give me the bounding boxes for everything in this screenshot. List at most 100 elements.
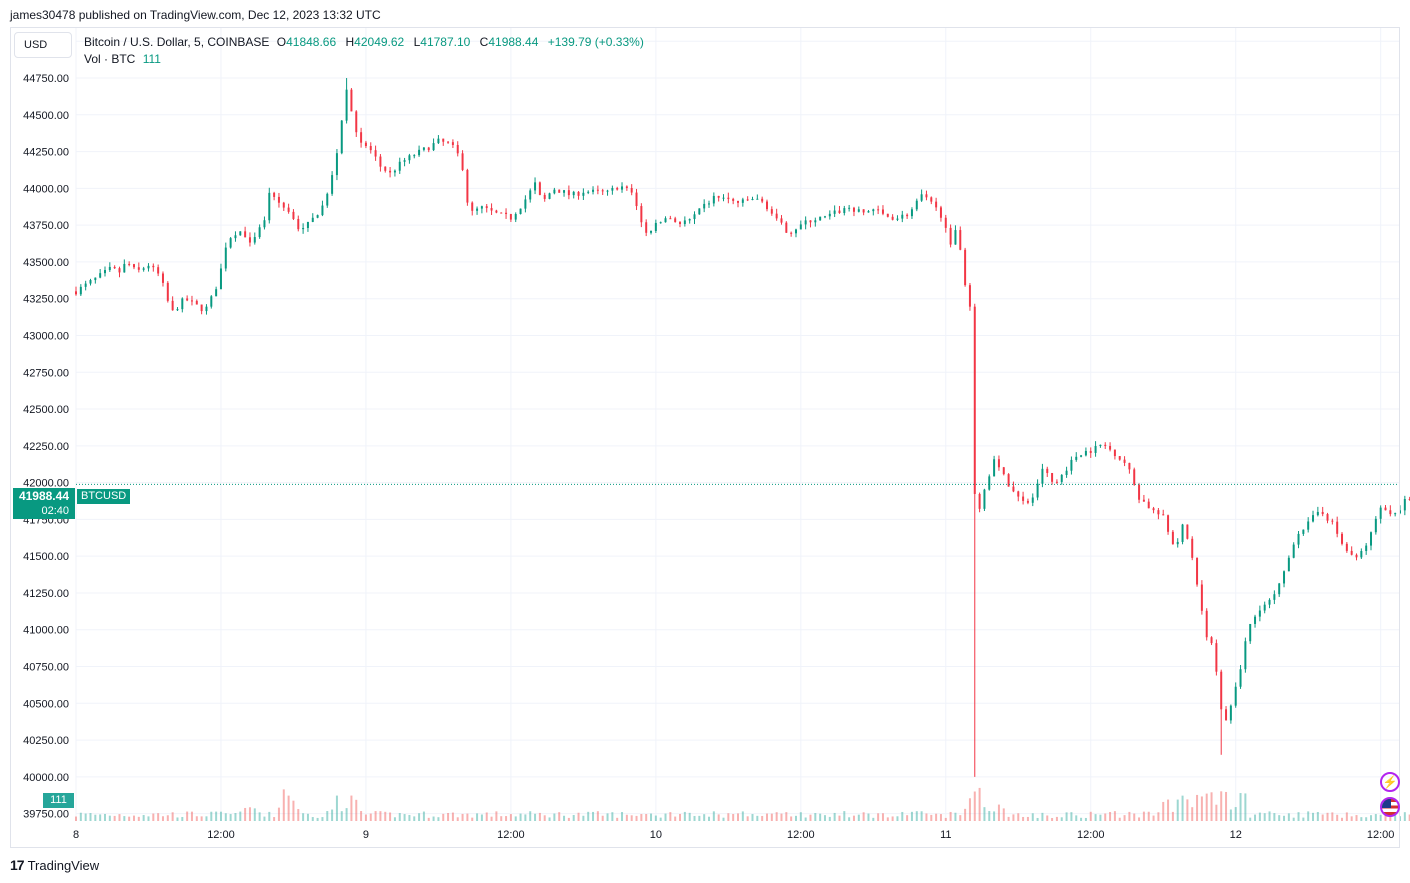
volume-value-tag: 111 bbox=[43, 793, 74, 808]
volume-bar bbox=[814, 813, 817, 821]
candle-body bbox=[1205, 610, 1208, 638]
symbol-name[interactable]: Bitcoin / U.S. Dollar, 5, COINBASE bbox=[84, 35, 270, 49]
volume-bar bbox=[596, 811, 599, 821]
candle-body bbox=[553, 189, 556, 194]
candle-body bbox=[1365, 545, 1368, 552]
candle-body bbox=[195, 300, 198, 305]
volume-bar bbox=[350, 795, 353, 821]
candle-body bbox=[650, 230, 653, 233]
candle-body bbox=[1002, 467, 1005, 475]
candle-body bbox=[703, 203, 706, 209]
candle-body bbox=[983, 489, 986, 509]
candle-body bbox=[505, 212, 508, 215]
y-tick-label: 40250.00 bbox=[23, 735, 69, 747]
candle-body bbox=[534, 182, 537, 191]
volume-bar bbox=[509, 814, 512, 821]
volume-bar bbox=[611, 812, 614, 821]
volume-bar bbox=[780, 813, 783, 821]
candle-body bbox=[727, 197, 730, 199]
candle-body bbox=[485, 206, 488, 209]
candle-body bbox=[548, 193, 551, 199]
candle-body bbox=[1350, 550, 1353, 555]
x-tick-label: 12:00 bbox=[207, 829, 235, 841]
candle-body bbox=[1171, 531, 1174, 545]
candle-body bbox=[1355, 554, 1358, 558]
candle-body bbox=[1331, 520, 1334, 522]
candle-body bbox=[190, 300, 193, 302]
us-flag-icon[interactable] bbox=[1380, 797, 1400, 817]
candle-body bbox=[1007, 474, 1010, 487]
candle-body bbox=[635, 192, 638, 207]
volume-bar bbox=[1084, 817, 1087, 821]
volume-bar bbox=[306, 813, 309, 821]
volume-bar bbox=[1007, 816, 1010, 821]
y-tick-label: 42000.00 bbox=[23, 478, 69, 490]
volume-bar bbox=[1225, 791, 1228, 821]
candle-body bbox=[369, 146, 372, 151]
candle-body bbox=[1181, 524, 1184, 542]
candle-body bbox=[770, 209, 773, 214]
volume-bar bbox=[722, 817, 725, 821]
tradingview-logo[interactable]: 17 TradingView bbox=[10, 857, 99, 873]
candle-body bbox=[785, 222, 788, 233]
candle-body bbox=[606, 190, 609, 192]
y-tick-label: 43250.00 bbox=[23, 294, 69, 306]
candle-body bbox=[1278, 583, 1281, 595]
volume-bar bbox=[195, 816, 198, 821]
lightning-icon[interactable]: ⚡ bbox=[1380, 772, 1400, 792]
candle-body bbox=[1229, 705, 1232, 721]
volume-bar bbox=[437, 817, 440, 821]
candle-body bbox=[360, 132, 363, 143]
volume-bar bbox=[364, 814, 367, 821]
candle-body bbox=[563, 190, 566, 193]
candle-body bbox=[113, 266, 116, 269]
candle-body bbox=[857, 209, 860, 212]
volume-bar bbox=[577, 812, 580, 821]
candle-body bbox=[1200, 584, 1203, 611]
volume-bar bbox=[432, 816, 435, 821]
volume-bar bbox=[157, 813, 160, 821]
candle-body bbox=[1341, 533, 1344, 544]
volume-bar bbox=[1321, 814, 1324, 821]
candle-body bbox=[108, 266, 111, 271]
candle-body bbox=[1384, 507, 1387, 511]
volume-bar bbox=[650, 813, 653, 821]
candle-body bbox=[1302, 529, 1305, 534]
open-label: O bbox=[276, 35, 287, 49]
volume-bar bbox=[592, 811, 595, 821]
candle-body bbox=[1283, 571, 1286, 584]
currency-selector[interactable]: USD bbox=[14, 32, 72, 58]
volume-label[interactable]: Vol · BTC bbox=[84, 52, 136, 66]
candle-body bbox=[910, 209, 913, 217]
volume-bar bbox=[746, 816, 749, 821]
candle-body bbox=[1133, 469, 1136, 485]
volume-bar bbox=[635, 815, 638, 821]
volume-bar bbox=[717, 814, 720, 821]
volume-bar bbox=[466, 813, 469, 821]
candle-body bbox=[886, 213, 889, 217]
volume-bar bbox=[1374, 814, 1377, 821]
volume-bar bbox=[809, 814, 812, 821]
x-tick-label: 12:00 bbox=[787, 829, 815, 841]
candle-body bbox=[340, 120, 343, 154]
candle-body bbox=[1017, 491, 1020, 497]
volume-bar bbox=[582, 815, 585, 821]
candle-body bbox=[514, 214, 517, 220]
volume-bar bbox=[471, 817, 474, 821]
candle-body bbox=[1191, 538, 1194, 558]
candle-body bbox=[1254, 616, 1257, 624]
volume-bar bbox=[389, 812, 392, 821]
volume-bar bbox=[790, 816, 793, 821]
volume-bar bbox=[1070, 812, 1073, 821]
y-tick-label: 44250.00 bbox=[23, 147, 69, 159]
candle-body bbox=[896, 218, 899, 220]
candle-body bbox=[862, 209, 865, 213]
volume-bar bbox=[688, 812, 691, 821]
candle-body bbox=[664, 218, 667, 223]
volume-bar bbox=[171, 812, 174, 821]
volume-bar bbox=[1408, 814, 1410, 821]
volume-bar bbox=[751, 814, 754, 821]
volume-bars bbox=[75, 787, 1410, 821]
candle-body bbox=[1080, 455, 1083, 457]
